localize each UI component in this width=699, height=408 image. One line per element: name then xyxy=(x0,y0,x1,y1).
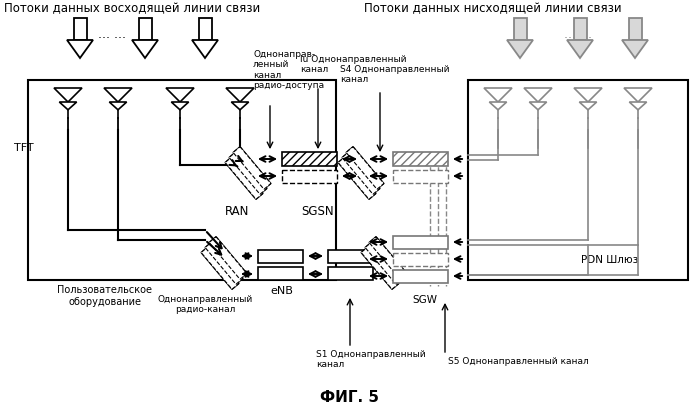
Text: Iu Однонаправленный
канал: Iu Однонаправленный канал xyxy=(300,55,407,74)
Bar xyxy=(369,237,407,279)
Bar xyxy=(225,157,263,199)
Bar xyxy=(361,247,399,289)
Polygon shape xyxy=(579,102,597,110)
Text: ... ...: ... ... xyxy=(564,28,592,41)
Text: S1 Однонаправленный
канал: S1 Однонаправленный канал xyxy=(316,350,426,369)
Polygon shape xyxy=(59,102,77,110)
Text: Потоки данных нисходящей линии связи: Потоки данных нисходящей линии связи xyxy=(364,2,621,15)
Bar xyxy=(229,152,267,194)
Bar xyxy=(209,237,247,279)
Bar xyxy=(28,80,336,280)
Text: eNB: eNB xyxy=(271,286,294,296)
Bar xyxy=(205,242,243,284)
Polygon shape xyxy=(529,102,547,110)
Polygon shape xyxy=(171,102,189,110)
Bar xyxy=(258,267,303,280)
Bar xyxy=(346,147,384,189)
Polygon shape xyxy=(104,88,132,102)
Bar xyxy=(205,242,243,284)
Bar xyxy=(338,157,376,199)
Bar xyxy=(282,170,337,183)
Bar xyxy=(233,147,271,189)
Bar xyxy=(393,270,448,283)
Bar xyxy=(225,157,263,199)
Bar xyxy=(199,18,212,40)
Bar xyxy=(393,152,448,166)
Bar xyxy=(282,152,337,166)
Bar xyxy=(201,247,239,289)
Bar xyxy=(468,80,688,280)
Text: Пользовательское
оборудование: Пользовательское оборудование xyxy=(57,285,152,306)
Polygon shape xyxy=(524,88,552,102)
Bar xyxy=(338,157,376,199)
Bar xyxy=(342,152,380,194)
Polygon shape xyxy=(574,88,602,102)
Polygon shape xyxy=(54,88,82,102)
Text: RAN: RAN xyxy=(225,205,249,218)
Polygon shape xyxy=(622,40,648,58)
Bar xyxy=(328,267,373,280)
Bar xyxy=(365,242,403,284)
Bar xyxy=(346,147,384,189)
Bar xyxy=(201,247,239,289)
Polygon shape xyxy=(67,40,93,58)
Bar xyxy=(361,247,399,289)
Bar xyxy=(628,18,642,40)
Bar xyxy=(229,152,267,194)
Text: TFT: TFT xyxy=(14,143,34,153)
Bar xyxy=(365,242,403,284)
Bar xyxy=(393,170,448,183)
Polygon shape xyxy=(507,40,533,58)
Polygon shape xyxy=(624,88,652,102)
Polygon shape xyxy=(629,102,647,110)
Bar xyxy=(514,18,526,40)
Polygon shape xyxy=(226,88,254,102)
Polygon shape xyxy=(166,88,194,102)
Polygon shape xyxy=(484,88,512,102)
Text: S4 Однонаправленный
канал: S4 Однонаправленный канал xyxy=(340,65,449,84)
Text: PDN Шлюз: PDN Шлюз xyxy=(582,255,639,265)
Polygon shape xyxy=(567,40,593,58)
Polygon shape xyxy=(192,40,218,58)
Text: ... ...: ... ... xyxy=(98,28,126,41)
Bar xyxy=(328,250,373,263)
Bar xyxy=(393,236,448,249)
Bar xyxy=(573,18,586,40)
Polygon shape xyxy=(132,40,158,58)
Polygon shape xyxy=(489,102,507,110)
Text: SGW: SGW xyxy=(412,295,438,305)
Bar xyxy=(258,250,303,263)
Text: Однонаправленный
радио-канал: Однонаправленный радио-канал xyxy=(157,295,252,315)
Polygon shape xyxy=(109,102,127,110)
Text: Однонаправ-
ленный
канал
радио-доступа: Однонаправ- ленный канал радио-доступа xyxy=(253,50,324,90)
Bar xyxy=(209,237,247,279)
Polygon shape xyxy=(231,102,249,110)
Text: S5 Однонаправленный канал: S5 Однонаправленный канал xyxy=(448,357,589,366)
Text: ФИГ. 5: ФИГ. 5 xyxy=(319,390,378,405)
Bar xyxy=(342,152,380,194)
Bar xyxy=(369,237,407,279)
Text: Потоки данных восходящей линии связи: Потоки данных восходящей линии связи xyxy=(4,2,260,15)
Text: SGSN: SGSN xyxy=(302,205,334,218)
Bar xyxy=(73,18,87,40)
Bar xyxy=(393,253,448,266)
Bar xyxy=(138,18,152,40)
Bar xyxy=(233,147,271,189)
